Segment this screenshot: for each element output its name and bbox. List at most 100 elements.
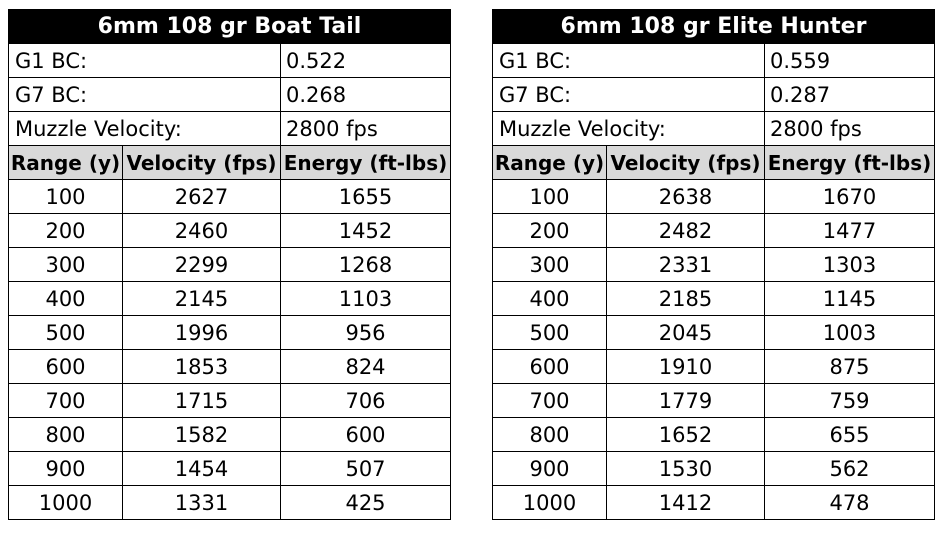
spec-label: G1 BC: (492, 43, 765, 78)
spec-value: 2800 fps (764, 111, 935, 146)
table-cell: 1652 (606, 417, 765, 452)
table-row: 300 2299 1268 (8, 247, 451, 282)
table-title-row: 6mm 108 gr Elite Hunter (492, 9, 935, 44)
elite-hunter-table: 6mm 108 gr Elite Hunter G1 BC: 0.559 G7 BC:… (492, 9, 935, 520)
table-cell: 1996 (122, 315, 281, 350)
spec-row: Muzzle Velocity: 2800 fps (492, 111, 935, 146)
table-row: 500 2045 1003 (492, 315, 935, 350)
spec-row: G7 BC: 0.268 (8, 77, 451, 112)
column-header: Range (y) (492, 145, 607, 180)
column-header: Range (y) (8, 145, 123, 180)
table-cell: 400 (492, 281, 607, 316)
table-cell: 200 (492, 213, 607, 248)
spec-label: Muzzle Velocity: (8, 111, 281, 146)
table-cell: 1582 (122, 417, 281, 452)
column-header: Energy (ft-lbs) (280, 145, 451, 180)
spec-row: G7 BC: 0.287 (492, 77, 935, 112)
table-cell: 1000 (8, 485, 123, 520)
table-cell: 200 (8, 213, 123, 248)
table-cell: 400 (8, 281, 123, 316)
table-row: 700 1715 706 (8, 383, 451, 418)
table-cell: 1452 (280, 213, 451, 248)
table-cell: 1103 (280, 281, 451, 316)
table-cell: 1853 (122, 349, 281, 384)
table-cell: 1412 (606, 485, 765, 520)
table-cell: 600 (280, 417, 451, 452)
table-cell: 2331 (606, 247, 765, 282)
elite-hunter-table-body: 6mm 108 gr Elite Hunter G1 BC: 0.559 G7 BC:… (492, 9, 935, 520)
spec-label: G1 BC: (8, 43, 281, 78)
spec-label: Muzzle Velocity: (492, 111, 765, 146)
table-cell: 759 (764, 383, 935, 418)
boat-tail-table: 6mm 108 gr Boat Tail G1 BC: 0.522 G7 BC: 0.2… (8, 9, 451, 520)
table-cell: 900 (8, 451, 123, 486)
table-cell: 1779 (606, 383, 765, 418)
column-header: Energy (ft-lbs) (764, 145, 935, 180)
table-row: 300 2331 1303 (492, 247, 935, 282)
table-row: 900 1454 507 (8, 451, 451, 486)
column-header: Velocity (fps) (606, 145, 765, 180)
table-cell: 300 (492, 247, 607, 282)
spec-value: 2800 fps (280, 111, 451, 146)
table-cell: 1000 (492, 485, 607, 520)
table-row: 1000 1412 478 (492, 485, 935, 520)
table-row: 600 1910 875 (492, 349, 935, 384)
table-cell: 507 (280, 451, 451, 486)
table-cell: 2482 (606, 213, 765, 248)
table-cell: 655 (764, 417, 935, 452)
table-cell: 1910 (606, 349, 765, 384)
table-cell: 300 (8, 247, 123, 282)
table-cell: 2627 (122, 179, 281, 214)
boat-tail-table-body: 6mm 108 gr Boat Tail G1 BC: 0.522 G7 BC: 0.2… (8, 9, 451, 520)
table-cell: 600 (8, 349, 123, 384)
table-cell: 700 (8, 383, 123, 418)
table-cell: 824 (280, 349, 451, 384)
table-cell: 2045 (606, 315, 765, 350)
table-cell: 706 (280, 383, 451, 418)
table-cell: 1003 (764, 315, 935, 350)
table-cell: 1303 (764, 247, 935, 282)
table-cell: 800 (492, 417, 607, 452)
table-title: 6mm 108 gr Elite Hunter (492, 9, 935, 44)
table-cell: 2145 (122, 281, 281, 316)
table-cell: 500 (492, 315, 607, 350)
table-cell: 478 (764, 485, 935, 520)
column-header: Velocity (fps) (122, 145, 281, 180)
table-row: 500 1996 956 (8, 315, 451, 350)
table-row: 400 2145 1103 (8, 281, 451, 316)
spec-row: G1 BC: 0.559 (492, 43, 935, 78)
table-row: 200 2460 1452 (8, 213, 451, 248)
table-row: 100 2627 1655 (8, 179, 451, 214)
table-cell: 700 (492, 383, 607, 418)
table-cell: 956 (280, 315, 451, 350)
table-cell: 1268 (280, 247, 451, 282)
table-row: 600 1853 824 (8, 349, 451, 384)
table-cell: 2185 (606, 281, 765, 316)
table-cell: 1331 (122, 485, 281, 520)
table-row: 100 2638 1670 (492, 179, 935, 214)
table-cell: 425 (280, 485, 451, 520)
table-title-row: 6mm 108 gr Boat Tail (8, 9, 451, 44)
spec-row: G1 BC: 0.522 (8, 43, 451, 78)
spec-value: 0.268 (280, 77, 451, 112)
table-cell: 1670 (764, 179, 935, 214)
spec-label: G7 BC: (492, 77, 765, 112)
table-cell: 562 (764, 451, 935, 486)
table-cell: 500 (8, 315, 123, 350)
table-cell: 1715 (122, 383, 281, 418)
spec-value: 0.522 (280, 43, 451, 78)
spec-row: Muzzle Velocity: 2800 fps (8, 111, 451, 146)
table-cell: 1145 (764, 281, 935, 316)
table-cell: 2460 (122, 213, 281, 248)
spec-value: 0.287 (764, 77, 935, 112)
table-cell: 1530 (606, 451, 765, 486)
table-cell: 2299 (122, 247, 281, 282)
table-row: 900 1530 562 (492, 451, 935, 486)
table-cell: 100 (8, 179, 123, 214)
column-header-row: Range (y) Velocity (fps) Energy (ft-lbs) (492, 145, 935, 180)
table-row: 200 2482 1477 (492, 213, 935, 248)
table-cell: 1477 (764, 213, 935, 248)
spec-label: G7 BC: (8, 77, 281, 112)
table-cell: 800 (8, 417, 123, 452)
table-title: 6mm 108 gr Boat Tail (8, 9, 451, 44)
